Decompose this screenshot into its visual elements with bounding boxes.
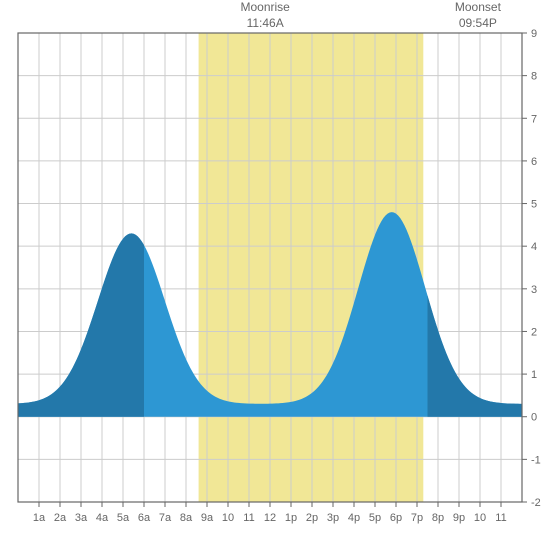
svg-text:1: 1 <box>531 369 537 381</box>
svg-text:11: 11 <box>495 512 506 524</box>
svg-text:2p: 2p <box>306 512 318 524</box>
svg-text:6p: 6p <box>390 512 402 524</box>
chart-svg: 1a2a3a4a5a6a7a8a9a1011121p2p3p4p5p6p7p8p… <box>0 0 550 550</box>
svg-text:8: 8 <box>531 71 537 83</box>
moonrise-label: Moonrise 11:46A <box>225 0 305 31</box>
svg-text:3p: 3p <box>327 512 339 524</box>
svg-text:9: 9 <box>531 28 537 40</box>
svg-text:2: 2 <box>531 326 537 338</box>
svg-text:4p: 4p <box>348 512 360 524</box>
moonset-label: Moonset 09:54P <box>438 0 518 31</box>
svg-text:1a: 1a <box>33 512 46 524</box>
svg-text:6: 6 <box>531 156 537 168</box>
svg-text:9p: 9p <box>453 512 465 524</box>
moonset-time: 09:54P <box>438 16 518 32</box>
svg-text:0: 0 <box>531 412 537 424</box>
moonset-title: Moonset <box>438 0 518 16</box>
svg-text:2a: 2a <box>54 512 67 524</box>
svg-text:6a: 6a <box>138 512 151 524</box>
tide-chart: Moonrise 11:46A Moonset 09:54P 1a 2a 3a 4a 5… <box>0 0 550 550</box>
svg-text:8p: 8p <box>432 512 444 524</box>
svg-text:3: 3 <box>531 284 537 296</box>
svg-text:9a: 9a <box>201 512 214 524</box>
svg-text:4: 4 <box>531 241 537 253</box>
svg-text:8a: 8a <box>180 512 193 524</box>
moonrise-title: Moonrise <box>225 0 305 16</box>
svg-text:4a: 4a <box>96 512 109 524</box>
svg-text:1p: 1p <box>285 512 297 524</box>
svg-text:5a: 5a <box>117 512 130 524</box>
moonrise-time: 11:46A <box>225 16 305 32</box>
svg-text:-2: -2 <box>531 497 541 509</box>
svg-text:10: 10 <box>222 512 234 524</box>
svg-text:10: 10 <box>474 512 486 524</box>
svg-text:-1: -1 <box>531 454 541 466</box>
svg-text:7a: 7a <box>159 512 172 524</box>
svg-text:11: 11 <box>243 512 254 524</box>
svg-text:12: 12 <box>264 512 276 524</box>
svg-text:5: 5 <box>531 199 537 211</box>
svg-text:7p: 7p <box>411 512 423 524</box>
svg-text:3a: 3a <box>75 512 88 524</box>
svg-text:5p: 5p <box>369 512 381 524</box>
svg-text:7: 7 <box>531 113 537 125</box>
